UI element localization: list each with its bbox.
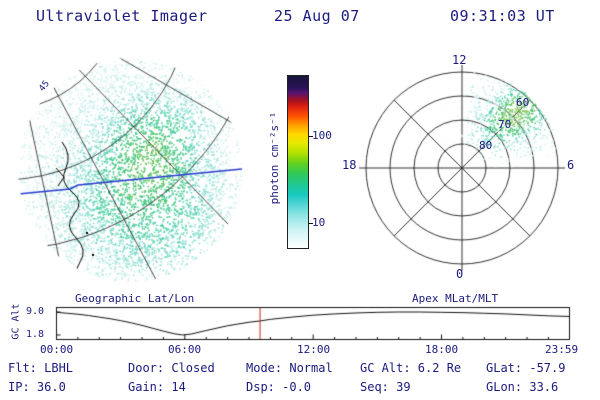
- gc-alt-strip-chart: [50, 302, 576, 346]
- strip-ylabel: GC Alt: [10, 303, 22, 340]
- strip-xtick-1800: 18:00: [425, 343, 459, 356]
- status-ip: IP: 36.0: [8, 380, 66, 394]
- status-gain: Gain: 14: [128, 380, 186, 394]
- colorbar-tick-mark-100: [308, 136, 313, 137]
- caption-geographic: Geographic Lat/Lon: [75, 292, 195, 305]
- geographic-auroral-image: [12, 50, 252, 296]
- status-glat: GLat: -57.9: [486, 361, 566, 375]
- status-door: Door: Closed: [128, 361, 215, 375]
- status-glon: GLon: 33.6: [486, 380, 559, 394]
- strip-ytick-18: 1.8: [26, 329, 45, 340]
- status-gc-alt: GC Alt: 6.2 Re: [360, 361, 462, 375]
- mlat-ring-label-80: 80: [479, 139, 493, 152]
- caption-apex: Apex MLat/MLT: [412, 292, 499, 305]
- colorbar-tick-mark-10: [308, 223, 313, 224]
- colorbar: [287, 75, 309, 249]
- mlat-ring-label-70: 70: [498, 118, 512, 131]
- status-dsp: Dsp: -0.0: [246, 380, 312, 394]
- colorbar-tick-10: 10: [312, 216, 326, 229]
- header-date: 25 Aug 07: [274, 7, 360, 25]
- header-time: 09:31:03 UT: [450, 7, 555, 25]
- strip-xtick-2359: 23:59: [545, 343, 579, 356]
- strip-ytick-9: 9.0: [26, 306, 45, 317]
- colorbar-units-label: photon cm⁻²s⁻¹: [267, 111, 281, 205]
- mlt-label-18: 18: [342, 158, 357, 172]
- status-mode: Mode: Normal: [246, 361, 333, 375]
- mlt-label-6: 6: [567, 158, 575, 172]
- status-seq: Seq: 39: [360, 380, 411, 394]
- mlt-label-0: 0: [456, 267, 464, 281]
- app-title: Ultraviolet Imager: [36, 7, 208, 25]
- mlt-label-12: 12: [452, 53, 467, 67]
- mlat-ring-label-60: 60: [516, 96, 530, 109]
- status-flt: Flt: LBHL: [8, 361, 74, 375]
- strip-xtick-0000: 00:00: [40, 343, 74, 356]
- colorbar-tick-100: 100: [312, 129, 332, 142]
- strip-xtick-1200: 12:00: [297, 343, 331, 356]
- strip-xtick-0600: 06:00: [168, 343, 202, 356]
- apex-polar-dial: [347, 48, 579, 290]
